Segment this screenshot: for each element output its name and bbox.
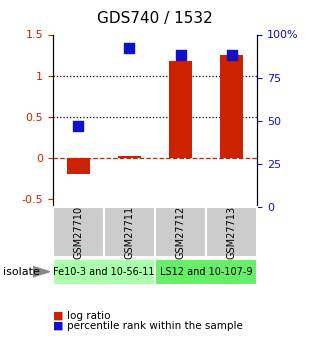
Text: GSM27713: GSM27713: [227, 206, 237, 258]
Text: GSM27711: GSM27711: [124, 206, 135, 258]
Text: log ratio: log ratio: [67, 311, 110, 321]
Text: ■: ■: [53, 311, 63, 321]
Text: isolate: isolate: [3, 267, 40, 277]
Point: [127, 46, 132, 51]
Bar: [220, 55, 243, 158]
Text: GSM27712: GSM27712: [175, 205, 186, 259]
Text: GSM27710: GSM27710: [73, 206, 83, 258]
Point: [229, 52, 234, 58]
Text: ■: ■: [53, 321, 63, 331]
Text: Fe10-3 and 10-56-11: Fe10-3 and 10-56-11: [53, 267, 155, 277]
Point: [76, 123, 81, 129]
Bar: [118, 156, 141, 158]
Bar: [67, 158, 90, 174]
Polygon shape: [33, 266, 50, 277]
Bar: [169, 61, 192, 158]
Text: LS12 and 10-107-9: LS12 and 10-107-9: [160, 267, 252, 277]
Text: GDS740 / 1532: GDS740 / 1532: [97, 11, 213, 27]
Text: percentile rank within the sample: percentile rank within the sample: [67, 321, 242, 331]
Point: [178, 52, 183, 58]
